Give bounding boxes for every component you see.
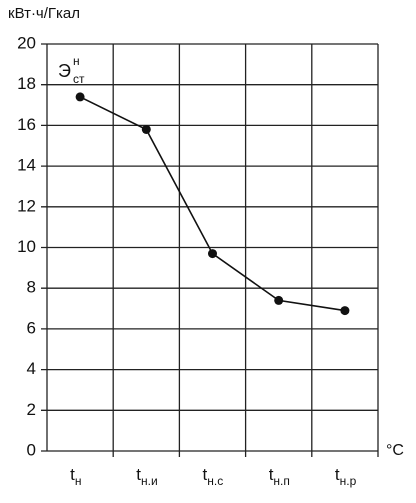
annotation-sup: н <box>73 54 80 68</box>
annotation: Э н ст <box>58 54 85 86</box>
x-tick-label: tн.с <box>203 465 224 488</box>
annotation-base: Э <box>58 61 71 81</box>
x-tick-label: tн.п <box>269 465 290 488</box>
y-tick-label: 8 <box>27 278 36 297</box>
y-tick-label: 12 <box>17 196 36 215</box>
annotation-sub: ст <box>73 72 85 86</box>
marker <box>75 92 85 102</box>
line <box>79 96 346 312</box>
y-tick-label: 2 <box>27 400 36 419</box>
y-tick-label: 10 <box>17 237 36 256</box>
y-tick-label: 4 <box>27 359 36 378</box>
marker <box>274 295 284 305</box>
y-tick-label: 18 <box>17 74 36 93</box>
y-axis-label: кВт·ч/Гкал <box>8 5 80 22</box>
marker <box>208 249 217 259</box>
x-tick-label: tн.и <box>136 465 157 488</box>
x-unit-label: °C <box>386 442 404 459</box>
y-tick-label: 6 <box>27 318 36 337</box>
y-tick-label: 14 <box>17 156 36 175</box>
x-tick-label: tн.р <box>335 465 357 488</box>
y-tick-label: 0 <box>27 440 36 459</box>
marker <box>141 124 151 134</box>
x-tick-label: tн <box>70 465 81 488</box>
marker <box>340 306 350 316</box>
y-tick-label: 20 <box>17 33 36 52</box>
y-tick-label: 16 <box>17 115 36 134</box>
